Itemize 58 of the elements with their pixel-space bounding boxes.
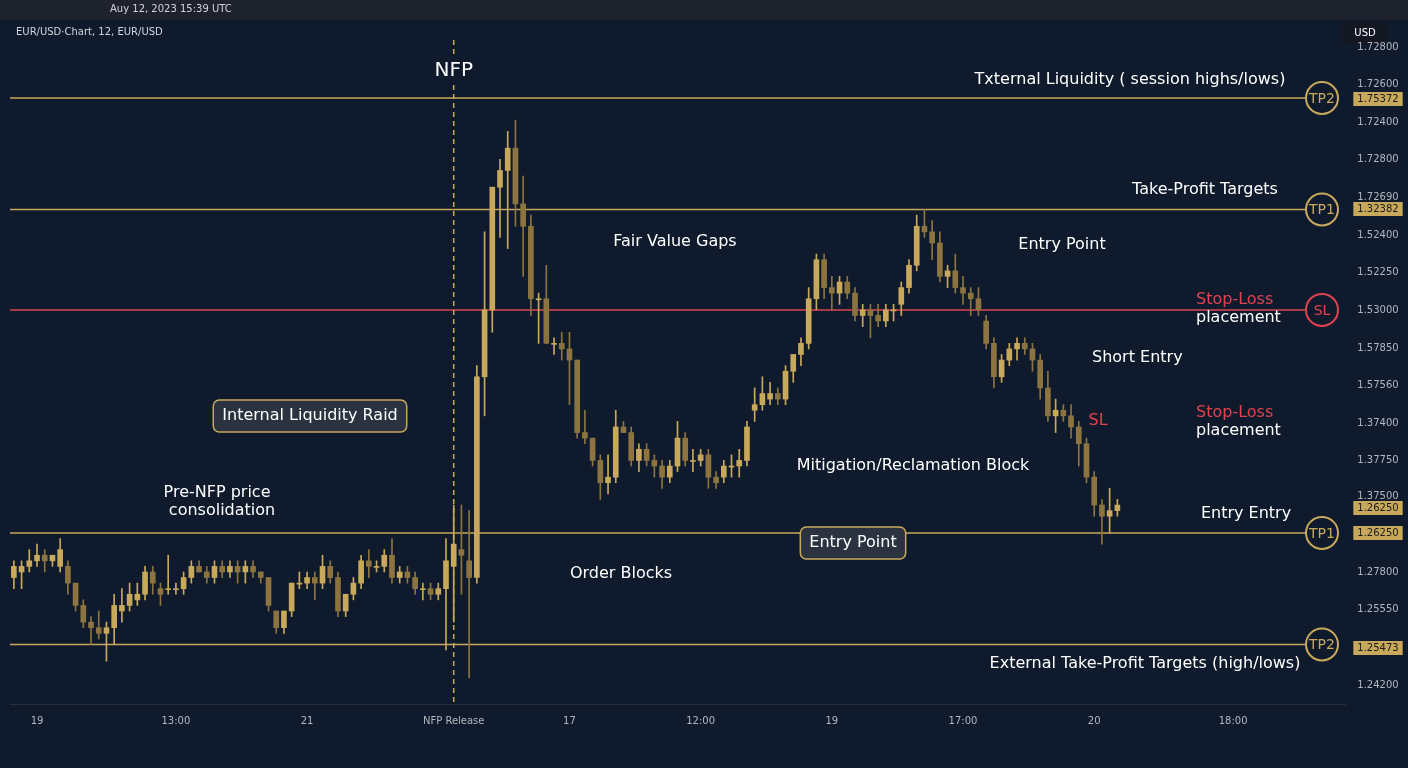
text: 1.72690	[1357, 190, 1399, 202]
x-tick-label: 17	[563, 714, 576, 726]
text: 1.24200	[1357, 678, 1399, 690]
annotation: Short Entry	[1092, 347, 1183, 367]
text: 1.52400	[1357, 228, 1399, 240]
annotation: Pre-NFP price	[163, 482, 271, 502]
annotation: Internal Liquidity Raid	[222, 405, 398, 425]
x-tick-label: 21	[300, 714, 314, 726]
text: 1.72800	[1357, 40, 1399, 52]
text: 1.26250	[1357, 501, 1399, 513]
x-tick-label: 19	[30, 714, 44, 726]
x-tick-label: NFP Release	[422, 714, 485, 726]
text: 1.72400	[1357, 115, 1399, 127]
annotation: Stop-Loss	[1196, 289, 1274, 309]
text: 1.72800	[1357, 152, 1399, 164]
ref-line-label: TP2	[1308, 636, 1335, 653]
text: USD	[1354, 26, 1376, 38]
text: 1.37400	[1357, 416, 1399, 428]
x-tick-label: 17:00	[948, 714, 978, 726]
annotation: External Take-Profit Targets (high/lows)	[989, 653, 1301, 673]
ref-line-label: TP2	[1308, 89, 1335, 106]
text: Txternal Liquidity ( session highs/lows)	[973, 69, 1286, 89]
text: 1.75372	[1357, 92, 1399, 104]
annotation: Mitigation/Reclamation Block	[796, 455, 1031, 475]
text: 1.57850	[1357, 341, 1399, 353]
annotation: SL	[1088, 410, 1108, 430]
text: 1.37500	[1357, 489, 1399, 501]
text: 1.27800	[1357, 565, 1399, 577]
text: 1.32382	[1357, 202, 1399, 214]
text: 1.26250	[1357, 526, 1399, 538]
chart-subtitle: Auy 12, 2023 15:39 UTC	[110, 2, 232, 14]
ref-line-label: NFP	[434, 57, 473, 82]
x-tick-label: 12:00	[686, 714, 716, 726]
ref-line-label: TP1	[1308, 201, 1335, 218]
annotation: consolidation	[168, 500, 276, 520]
ref-line-label: SL	[1313, 301, 1331, 318]
x-tick-label: 20	[1087, 714, 1101, 726]
text: 1.25550	[1357, 602, 1399, 614]
annotation: Entry Point	[1018, 234, 1106, 254]
annotation: Stop-Loss	[1196, 402, 1274, 422]
chart-title: EUR/USD·Chart, 12, EUR/USD	[16, 25, 164, 37]
annotation: Take-Profit Targets	[1131, 179, 1278, 199]
text: 1.37750	[1357, 453, 1399, 465]
annotation: placement	[1196, 420, 1281, 440]
annotation: placement	[1196, 307, 1281, 327]
text: 1.52250	[1357, 265, 1399, 277]
annotation: Entry Entry	[1200, 503, 1292, 523]
text: 1.53000	[1357, 303, 1399, 315]
x-tick-label: 13:00	[161, 714, 191, 726]
x-tick-label: 18:00	[1218, 714, 1248, 726]
text: 1.57560	[1357, 378, 1399, 390]
text: 1.72600	[1357, 77, 1399, 89]
x-tick-label: 19	[825, 714, 839, 726]
ref-line-label: TP1	[1308, 524, 1335, 541]
text: 1.25473	[1357, 641, 1399, 653]
annotation: Order Blocks	[569, 563, 673, 583]
annotation: Fair Value Gaps	[613, 231, 737, 251]
annotation: Entry Point	[809, 532, 897, 552]
